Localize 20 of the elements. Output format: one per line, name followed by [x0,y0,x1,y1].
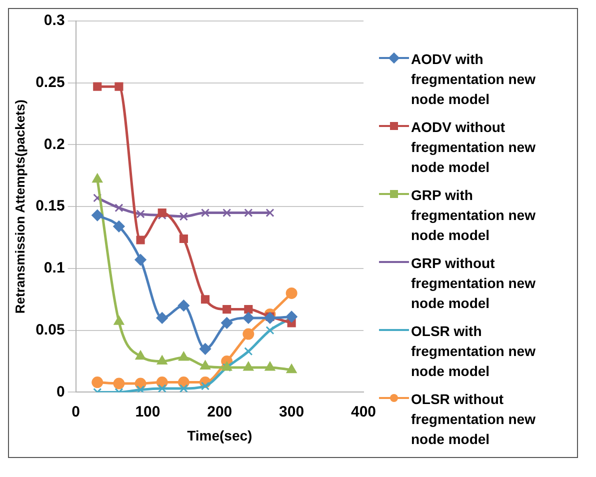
legend-label: OLSR without fregmentation new node model [411,390,536,449]
y-tick-label: 0 [56,383,65,400]
legend-label: OLSR with fregmentation new node model [411,322,536,381]
legend-label: GRP with fregmentation new node model [411,186,536,245]
y-tick-label: 0.15 [36,198,65,215]
x-axis-title: Time(sec) [187,427,252,444]
x-tick-label: 0 [72,403,80,420]
legend-label: GRP without fregmentation new node model [411,254,536,313]
x-tick-label: 200 [207,403,232,420]
x-tick-label: 300 [279,403,304,420]
y-tick-label: 0.3 [44,12,65,30]
y-axis-title: Retransmission Attempts(packets) [12,100,28,314]
y-tick-label: 0.1 [44,260,65,277]
x-tick-label: 400 [350,403,376,420]
y-tick-label: 0.2 [44,136,65,153]
legend-label: AODV with fregmentation new node model [411,50,536,109]
x-tick-label: 100 [135,403,160,420]
y-tick-label: 0.25 [36,74,65,92]
y-tick-label: 0.05 [36,321,65,338]
legend-label: AODV without fregmentation new node model [411,118,536,177]
